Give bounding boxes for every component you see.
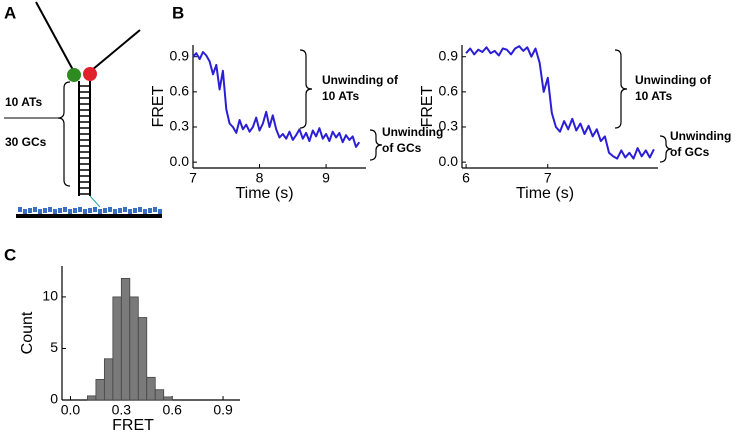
histogram-bar — [129, 296, 139, 401]
histogram-bar — [103, 358, 114, 401]
y-tick-label: 0.6 — [439, 83, 459, 99]
annotation: 10 ATs — [322, 89, 359, 103]
y-tick-label: 10 — [42, 288, 58, 304]
y-axis-label: FRET — [419, 85, 436, 127]
histogram-bar — [146, 376, 156, 401]
histogram-bar — [154, 389, 165, 401]
brace — [369, 129, 383, 161]
x-tick-label: 7 — [544, 170, 552, 186]
x-axis-label: Time (s) — [516, 185, 574, 202]
histogram-bar — [163, 396, 173, 401]
annotation: Unwinding — [382, 125, 443, 139]
histogram-bar — [137, 317, 148, 401]
y-axis-label: Count — [19, 311, 36, 354]
y-tick-label: 0.9 — [439, 47, 459, 63]
brace — [299, 49, 313, 129]
y-tick-label: 0.0 — [170, 153, 190, 169]
x-tick-label: 6 — [462, 170, 470, 186]
y-tick-label: 0.3 — [170, 118, 190, 134]
brace — [659, 135, 673, 163]
histogram-bar — [95, 378, 105, 401]
annotation: Unwinding — [670, 129, 731, 143]
x-tick-label: 0.0 — [61, 402, 81, 418]
panel-label: A — [4, 3, 16, 22]
annotation: of GCs — [670, 145, 710, 159]
y-tick-label: 0.6 — [170, 83, 190, 99]
x-tick-label: 7 — [189, 170, 197, 186]
y-tick-label: 0.3 — [439, 118, 459, 134]
x-tick-label: 0.9 — [213, 402, 233, 418]
y-tick-label: 5 — [50, 339, 58, 355]
panel-label: B — [172, 3, 184, 22]
annotation: Unwinding of — [635, 73, 712, 87]
y-tick-label: 0.0 — [439, 153, 459, 169]
histogram-bar — [87, 395, 97, 401]
x-tick-label: 8 — [256, 170, 264, 186]
panel-label: C — [4, 245, 16, 264]
diagram-label: 10 ATs — [5, 95, 42, 109]
annotation: Unwinding of — [322, 73, 399, 87]
y-tick-label: 0 — [50, 391, 58, 407]
brace — [614, 49, 628, 129]
histogram-bar — [112, 296, 122, 401]
schematic: 10 ATs 30 GCs — [4, 1, 162, 218]
x-tick-label: 9 — [322, 170, 330, 186]
annotation: of GCs — [382, 141, 422, 155]
histogram-bar — [120, 277, 131, 401]
diagram-label: 30 GCs — [5, 135, 47, 149]
x-tick-label: 0.3 — [112, 402, 132, 418]
x-axis-label: FRET — [112, 417, 154, 433]
x-tick-label: 0.6 — [162, 402, 182, 418]
data-line — [192, 51, 361, 148]
y-tick-label: 0.9 — [170, 47, 190, 63]
data-line — [465, 45, 655, 160]
y-axis-label: FRET — [150, 85, 167, 127]
x-axis-label: Time (s) — [235, 185, 293, 202]
annotation: 10 ATs — [635, 89, 672, 103]
